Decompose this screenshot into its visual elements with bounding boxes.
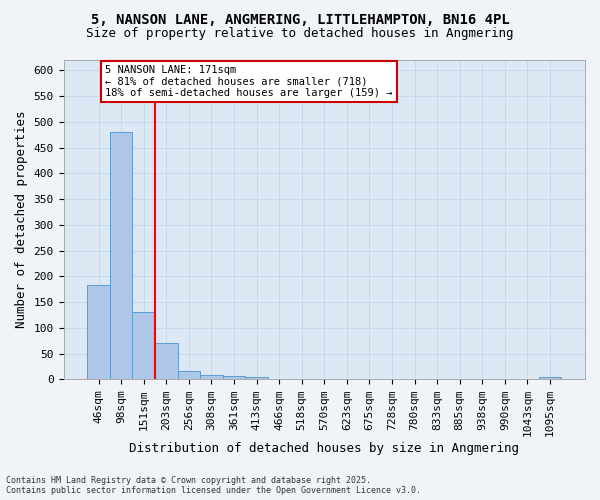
Text: Size of property relative to detached houses in Angmering: Size of property relative to detached ho… (86, 28, 514, 40)
Bar (245, 377, 268, 380)
Bar (223, 376, 245, 380)
Text: 5 NANSON LANE: 171sqm
← 81% of detached houses are smaller (718)
18% of semi-det: 5 NANSON LANE: 171sqm ← 81% of detached … (105, 65, 393, 98)
Bar (155, 344, 178, 380)
Text: Contains HM Land Registry data © Crown copyright and database right 2025.
Contai: Contains HM Land Registry data © Crown c… (6, 476, 421, 495)
Bar (178, 371, 200, 380)
Bar (133, 312, 155, 380)
Bar (87, 285, 110, 380)
Bar (200, 375, 223, 380)
Bar (110, 132, 133, 380)
Y-axis label: Number of detached properties: Number of detached properties (15, 111, 28, 328)
Text: 5, NANSON LANE, ANGMERING, LITTLEHAMPTON, BN16 4PL: 5, NANSON LANE, ANGMERING, LITTLEHAMPTON… (91, 12, 509, 26)
X-axis label: Distribution of detached houses by size in Angmering: Distribution of detached houses by size … (129, 442, 519, 455)
Bar (539, 377, 561, 380)
